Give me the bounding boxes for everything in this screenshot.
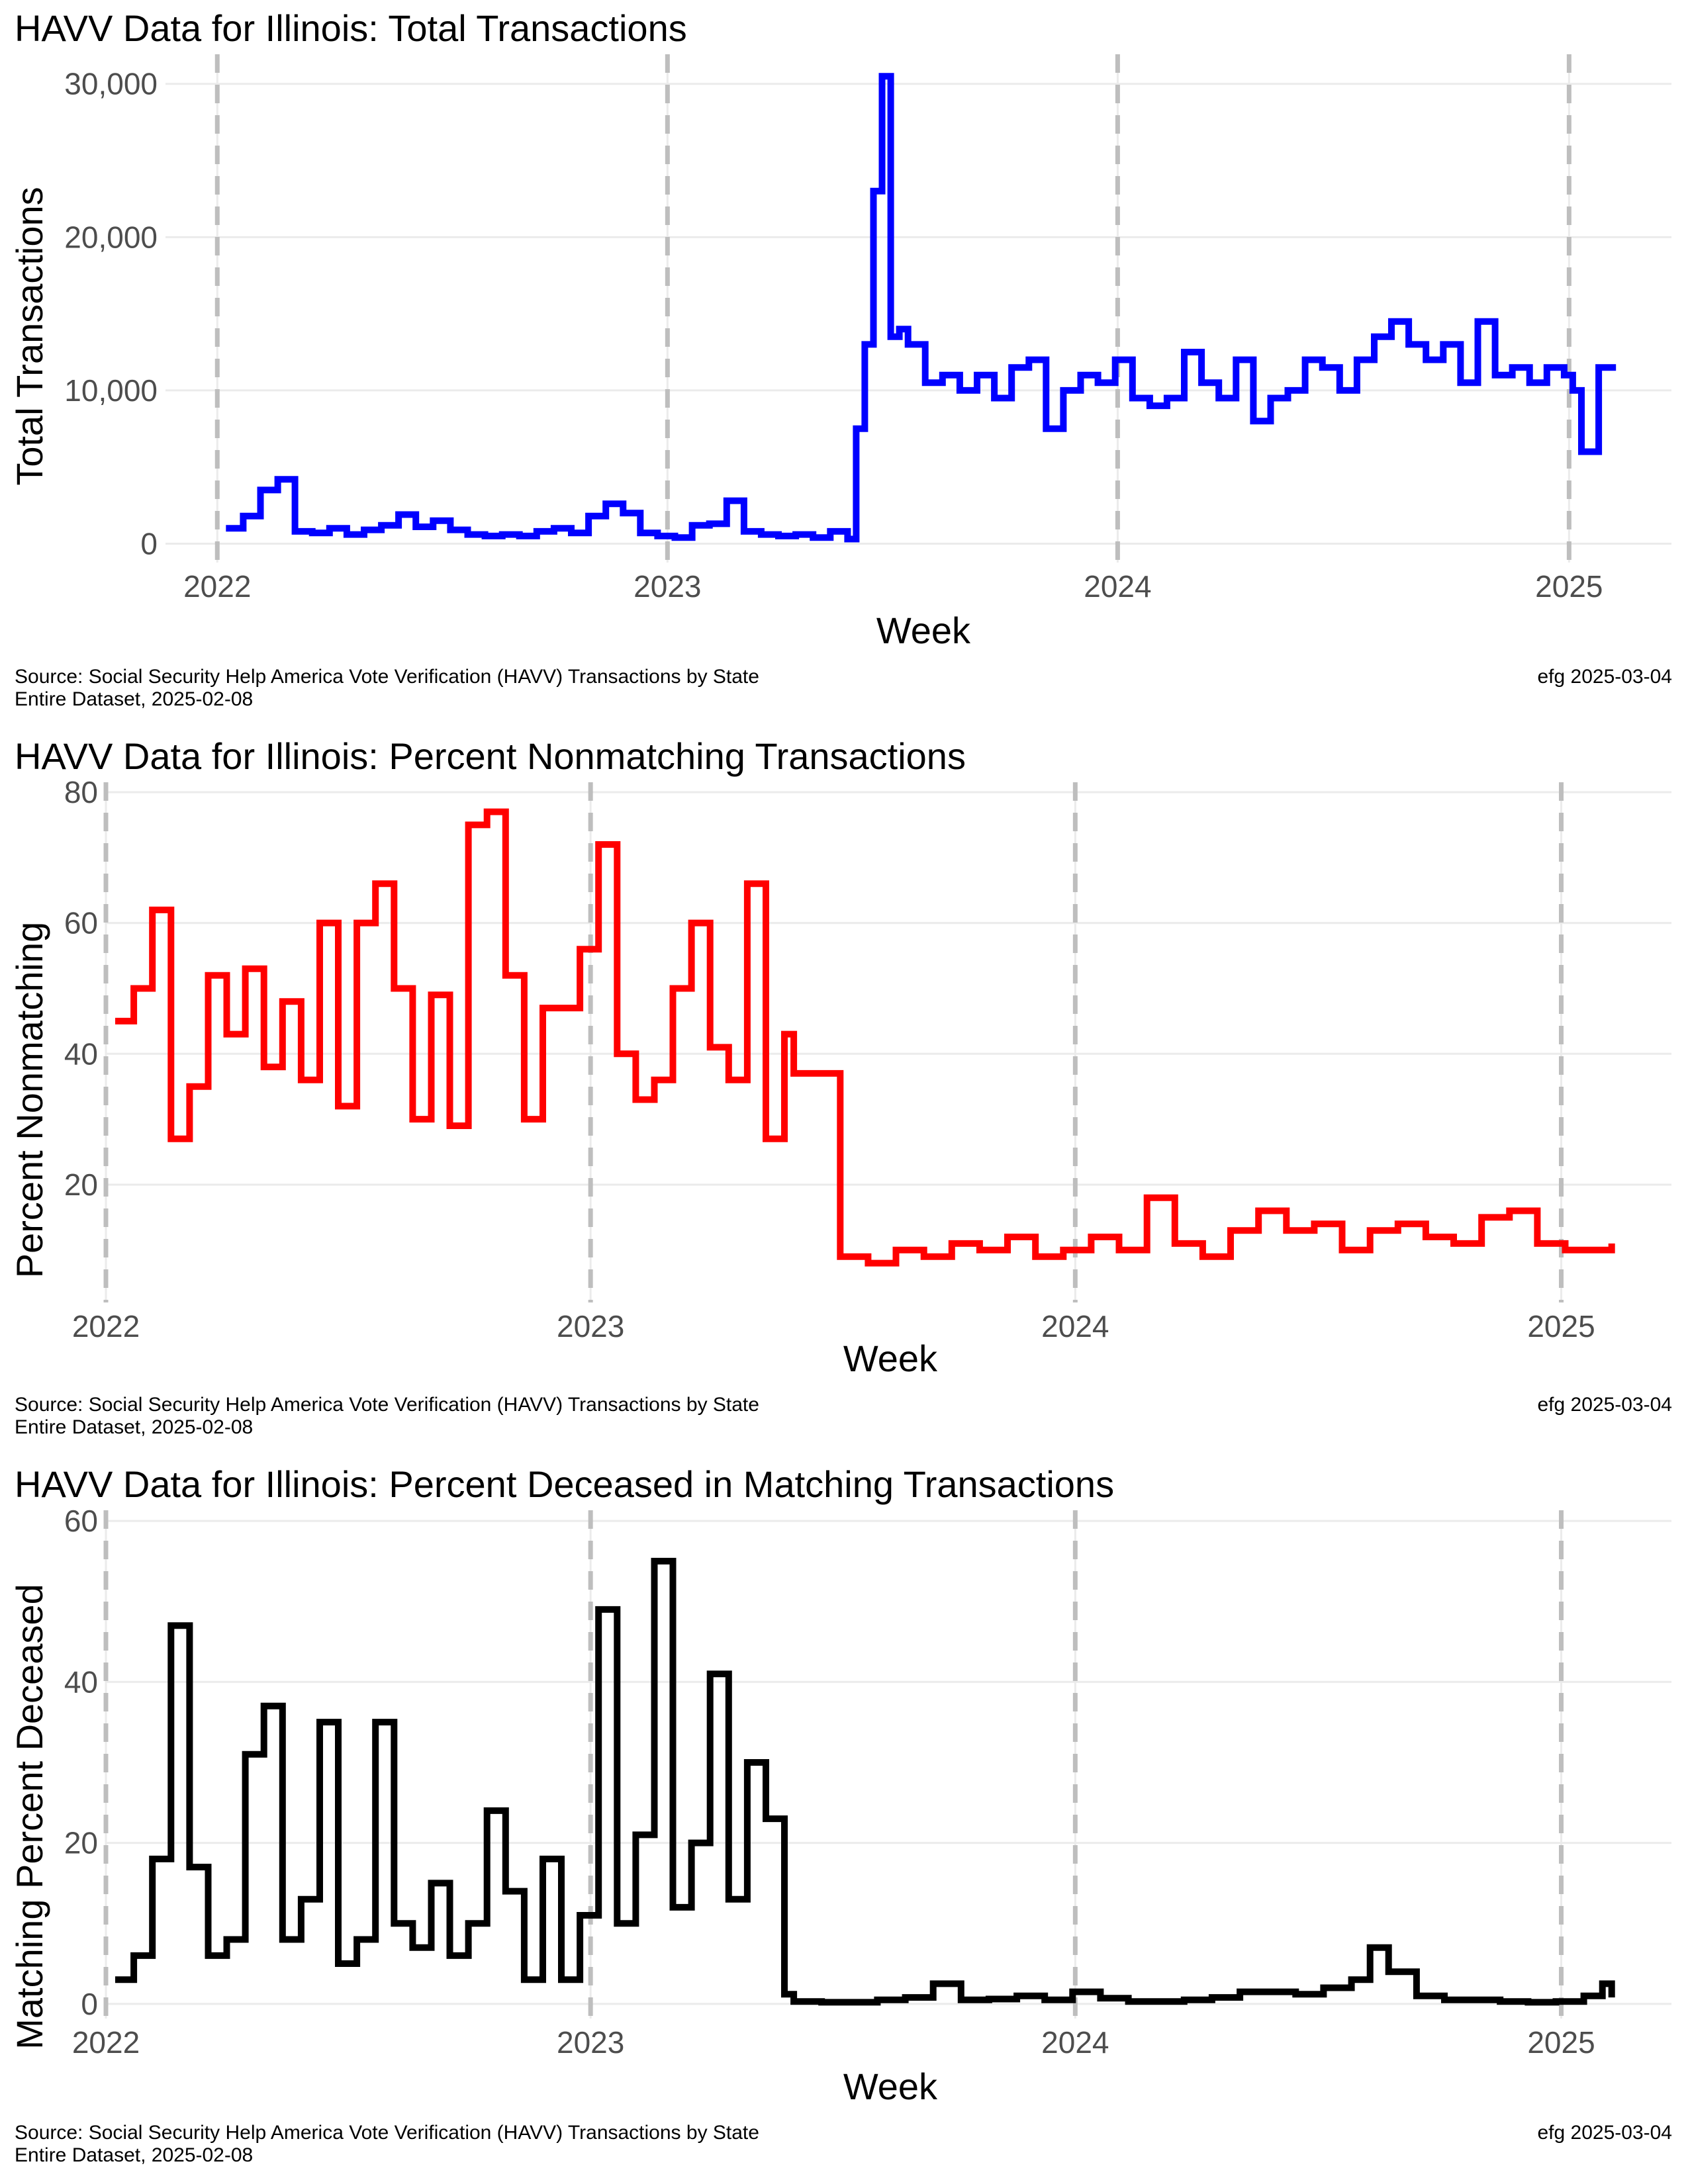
x-tick-label: 2022 <box>72 2025 140 2060</box>
series-line-0 <box>115 808 1615 1267</box>
caption-dataset: Entire Dataset, 2025-02-08 <box>15 688 253 710</box>
x-tick-label: 2025 <box>1527 2025 1595 2060</box>
chart-title: HAVV Data for Illinois: Total Transactio… <box>15 7 687 49</box>
y-axis-title: Total Transactions <box>9 187 50 485</box>
x-tick-layer: 2022 2023 2024 2025 <box>72 2025 1595 2060</box>
caption-source: Source: Social Security Help America Vot… <box>15 2122 759 2144</box>
x-tick-label: 2024 <box>1041 1309 1109 1343</box>
y-tick-label: 10,000 <box>64 373 158 408</box>
x-tick-label: 2024 <box>1041 2025 1109 2060</box>
percent-deceased-chart: HAVV Data for Illinois: Percent Deceased… <box>0 1456 1688 2184</box>
y-tick-label: 30,000 <box>64 67 158 101</box>
y-tick-layer: 0 10,000 20,000 30,000 <box>64 67 158 561</box>
percent-nonmatching-chart: HAVV Data for Illinois: Percent Nonmatch… <box>0 728 1688 1456</box>
caption-dataset: Entire Dataset, 2025-02-08 <box>15 1416 253 1438</box>
caption-dataset: Entire Dataset, 2025-02-08 <box>15 2144 253 2166</box>
x-tick-label: 2025 <box>1527 1309 1595 1343</box>
percent-nonmatching-svg: HAVV Data for Illinois: Percent Nonmatch… <box>9 735 1673 1438</box>
y-tick-label: 40 <box>64 1036 98 1071</box>
y-tick-label: 60 <box>64 906 98 940</box>
y-tick-layer: 0 20 40 60 <box>64 1504 98 2021</box>
x-tick-label: 2022 <box>183 569 251 604</box>
y-tick-label: 20,000 <box>64 220 158 254</box>
chart-title: HAVV Data for Illinois: Percent Deceased… <box>15 1463 1114 1505</box>
year-line-layer <box>103 782 1564 1302</box>
caption-source: Source: Social Security Help America Vot… <box>15 1394 759 1416</box>
year-line-layer <box>103 1510 1564 2019</box>
caption-source: Source: Social Security Help America Vot… <box>15 666 759 688</box>
y-tick-label: 20 <box>64 1826 98 1860</box>
y-tick-label: 20 <box>64 1167 98 1202</box>
y-axis-title: Percent Nonmatching <box>9 922 50 1279</box>
x-tick-label: 2023 <box>633 569 701 604</box>
x-tick-label: 2023 <box>557 1309 624 1343</box>
x-tick-layer: 2022 2023 2024 2025 <box>183 569 1603 604</box>
x-axis-title: Week <box>876 610 971 651</box>
total-transactions-svg: HAVV Data for Illinois: Total Transactio… <box>9 7 1673 710</box>
x-axis-title: Week <box>843 1338 938 1379</box>
percent-deceased-svg: HAVV Data for Illinois: Percent Deceased… <box>9 1463 1673 2166</box>
year-line-layer <box>214 54 1571 563</box>
y-tick-label: 0 <box>81 1987 98 2021</box>
x-tick-layer: 2022 2023 2024 2025 <box>72 1309 1595 1343</box>
y-tick-label: 60 <box>64 1504 98 1538</box>
y-tick-layer: 20 40 60 80 <box>64 775 98 1202</box>
x-axis-title: Week <box>843 2066 938 2107</box>
x-tick-label: 2022 <box>72 1309 140 1343</box>
chart-title: HAVV Data for Illinois: Percent Nonmatch… <box>15 735 966 777</box>
x-tick-label: 2024 <box>1084 569 1151 604</box>
series-line-0 <box>115 1557 1615 2006</box>
y-tick-label: 40 <box>64 1664 98 1699</box>
series-layer <box>115 1557 1615 2006</box>
series-line-0 <box>226 73 1617 543</box>
y-tick-label: 80 <box>64 775 98 809</box>
caption-author: efg 2025-03-04 <box>1538 666 1673 688</box>
y-tick-label: 0 <box>140 526 158 561</box>
series-layer <box>115 808 1615 1267</box>
x-tick-label: 2025 <box>1535 569 1603 604</box>
y-axis-title: Matching Percent Deceased <box>9 1584 50 2050</box>
total-transactions-chart: HAVV Data for Illinois: Total Transactio… <box>0 0 1688 728</box>
grid-layer <box>165 54 1671 563</box>
x-tick-label: 2023 <box>557 2025 624 2060</box>
series-layer <box>226 73 1617 543</box>
caption-author: efg 2025-03-04 <box>1538 1394 1673 1416</box>
caption-author: efg 2025-03-04 <box>1538 2122 1673 2144</box>
